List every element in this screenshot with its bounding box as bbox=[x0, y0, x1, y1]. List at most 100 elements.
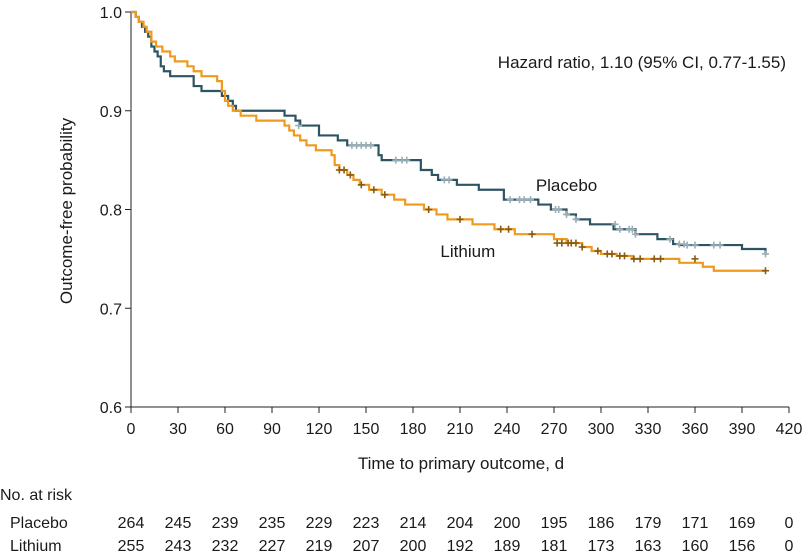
risk-row-label-placebo: Placebo bbox=[10, 515, 68, 532]
censor-mark bbox=[346, 171, 354, 179]
censor-mark bbox=[628, 225, 636, 233]
risk-count: 189 bbox=[494, 538, 521, 555]
censor-mark bbox=[403, 156, 411, 164]
censor-mark bbox=[666, 235, 674, 243]
risk-count: 243 bbox=[165, 538, 192, 555]
censor-mark bbox=[691, 241, 699, 249]
censor-mark bbox=[650, 255, 658, 263]
censor-mark bbox=[558, 239, 566, 247]
series-layer: Placebo Lithium bbox=[131, 10, 769, 275]
censor-mark bbox=[340, 166, 348, 174]
risk-count: 163 bbox=[635, 538, 662, 555]
risk-count: 229 bbox=[306, 515, 333, 532]
censor-mark bbox=[621, 252, 628, 260]
risk-table-title: No. at risk bbox=[0, 487, 73, 504]
censor-mark bbox=[657, 255, 665, 263]
risk-count: 255 bbox=[118, 538, 145, 555]
x-tick-label: 120 bbox=[306, 421, 333, 438]
censor-mark bbox=[528, 230, 536, 238]
risk-count: 156 bbox=[729, 538, 756, 555]
censor-mark bbox=[716, 241, 724, 249]
censor-mark bbox=[683, 241, 691, 249]
censor-mark bbox=[520, 196, 528, 204]
censor-mark bbox=[630, 255, 638, 263]
censor-mark bbox=[691, 255, 699, 263]
risk-count: 173 bbox=[588, 538, 615, 555]
censor-mark bbox=[497, 225, 505, 233]
risk-count: 232 bbox=[212, 538, 239, 555]
censor-mark bbox=[616, 225, 624, 233]
x-tick-label: 150 bbox=[353, 421, 380, 438]
x-tick-label: 30 bbox=[169, 421, 187, 438]
x-tick-label: 180 bbox=[400, 421, 427, 438]
risk-count: 195 bbox=[541, 515, 568, 532]
series-lithium bbox=[131, 10, 769, 275]
censor-mark bbox=[295, 122, 303, 130]
x-tick-label: 60 bbox=[216, 421, 234, 438]
censor-mark bbox=[572, 239, 580, 247]
y-tick-label: 1.0 bbox=[100, 5, 122, 22]
survival-curve-placebo bbox=[131, 10, 767, 254]
hazard-ratio-annotation: Hazard ratio, 1.10 (95% CI, 0.77-1.55) bbox=[498, 53, 786, 72]
risk-count: 171 bbox=[682, 515, 709, 532]
censor-mark bbox=[357, 181, 365, 189]
censor-mark bbox=[710, 241, 718, 249]
series-placebo bbox=[131, 10, 769, 258]
x-tick-label: 90 bbox=[263, 421, 281, 438]
censor-mark bbox=[762, 267, 769, 275]
x-tick-label: 300 bbox=[588, 421, 615, 438]
censor-mark bbox=[555, 206, 563, 213]
censor-mark bbox=[636, 255, 644, 263]
x-tick-label: 240 bbox=[494, 421, 521, 438]
risk-count: 219 bbox=[306, 538, 333, 555]
censor-mark bbox=[594, 247, 602, 255]
x-axis-title: Time to primary outcome, d bbox=[358, 454, 564, 473]
risk-count: 181 bbox=[541, 538, 568, 555]
censor-mark bbox=[608, 250, 616, 258]
censor-mark bbox=[392, 156, 400, 164]
x-tick-label: 420 bbox=[776, 421, 803, 438]
risk-count: 179 bbox=[635, 515, 662, 532]
y-tick-label: 0.8 bbox=[100, 203, 122, 220]
censor-mark bbox=[456, 215, 464, 223]
censor-mark bbox=[680, 240, 688, 248]
censor-mark bbox=[505, 225, 513, 233]
censor-mark bbox=[445, 176, 453, 184]
risk-row-label-lithium: Lithium bbox=[10, 538, 62, 555]
risk-count: 192 bbox=[447, 538, 474, 555]
y-tick-label: 0.7 bbox=[100, 301, 122, 318]
censor-mark bbox=[578, 243, 586, 251]
risk-count: 169 bbox=[729, 515, 756, 532]
censor-mark bbox=[611, 220, 619, 228]
x-tick-label: 0 bbox=[127, 421, 136, 438]
risk-count: 227 bbox=[259, 538, 286, 555]
censor-mark bbox=[572, 215, 580, 223]
censor-mark bbox=[527, 196, 534, 204]
censor-mark bbox=[506, 196, 514, 204]
axes: 0 30 60 90 120 150 180 210 240 270 300 330 360 390 420… bbox=[100, 5, 803, 438]
y-tick-label: 0.9 bbox=[100, 104, 122, 121]
risk-count: 223 bbox=[353, 515, 380, 532]
survival-curve-lithium bbox=[131, 10, 766, 272]
x-tick-label: 330 bbox=[635, 421, 662, 438]
censor-mark bbox=[762, 250, 769, 258]
censor-mark bbox=[631, 230, 639, 238]
risk-count: 204 bbox=[447, 515, 474, 532]
risk-count: 186 bbox=[588, 515, 615, 532]
risk-count: 214 bbox=[400, 515, 427, 532]
censor-mark bbox=[563, 210, 571, 218]
risk-count: 207 bbox=[353, 538, 380, 555]
censor-mark bbox=[425, 206, 433, 213]
censor-mark bbox=[370, 186, 378, 194]
risk-count: 264 bbox=[118, 515, 145, 532]
risk-count: 200 bbox=[494, 515, 521, 532]
censor-mark bbox=[367, 141, 375, 149]
censor-mark bbox=[381, 191, 389, 199]
risk-count: 235 bbox=[259, 515, 286, 532]
risk-count: 0 bbox=[785, 515, 794, 532]
x-tick-label: 210 bbox=[447, 421, 474, 438]
risk-count: 0 bbox=[785, 538, 794, 555]
risk-count: 200 bbox=[400, 538, 427, 555]
series-label-lithium: Lithium bbox=[440, 242, 495, 261]
